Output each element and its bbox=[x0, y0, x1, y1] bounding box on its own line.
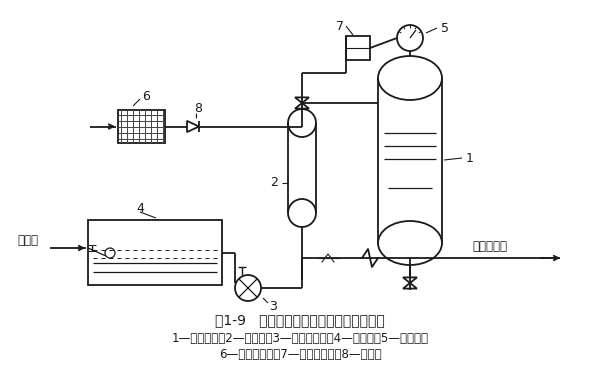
Bar bbox=[346, 36, 370, 60]
Text: 7: 7 bbox=[336, 19, 344, 33]
Text: 1: 1 bbox=[466, 151, 474, 165]
Text: 5: 5 bbox=[441, 21, 449, 35]
Text: 4: 4 bbox=[136, 201, 144, 215]
Text: 6—空气过滤器；7—压力控制器；8—逆止阀: 6—空气过滤器；7—压力控制器；8—逆止阀 bbox=[218, 348, 382, 360]
Ellipse shape bbox=[288, 109, 316, 137]
Polygon shape bbox=[295, 103, 309, 109]
Bar bbox=[88, 220, 222, 285]
Circle shape bbox=[105, 248, 115, 258]
Text: 图1-9   自动补气式气压罐给水工作原理图: 图1-9 自动补气式气压罐给水工作原理图 bbox=[215, 313, 385, 327]
Text: 接外网: 接外网 bbox=[17, 234, 38, 246]
Ellipse shape bbox=[378, 221, 442, 265]
Text: 接给水系统: 接给水系统 bbox=[473, 239, 508, 253]
Ellipse shape bbox=[288, 199, 316, 227]
Polygon shape bbox=[403, 277, 417, 283]
Text: 2: 2 bbox=[270, 177, 278, 189]
Polygon shape bbox=[403, 283, 417, 289]
Text: 8: 8 bbox=[194, 102, 202, 115]
Text: 1—气压水罐；2—补气罐；3—补水稳压泵；4—贮水池；5—压力表；: 1—气压水罐；2—补气罐；3—补水稳压泵；4—贮水池；5—压力表； bbox=[172, 331, 428, 345]
Polygon shape bbox=[187, 121, 199, 132]
Ellipse shape bbox=[378, 56, 442, 100]
Polygon shape bbox=[295, 97, 309, 103]
Text: 6: 6 bbox=[142, 90, 150, 102]
Circle shape bbox=[397, 25, 423, 51]
Text: 3: 3 bbox=[269, 300, 277, 312]
Bar bbox=[118, 110, 165, 143]
Circle shape bbox=[235, 275, 261, 301]
